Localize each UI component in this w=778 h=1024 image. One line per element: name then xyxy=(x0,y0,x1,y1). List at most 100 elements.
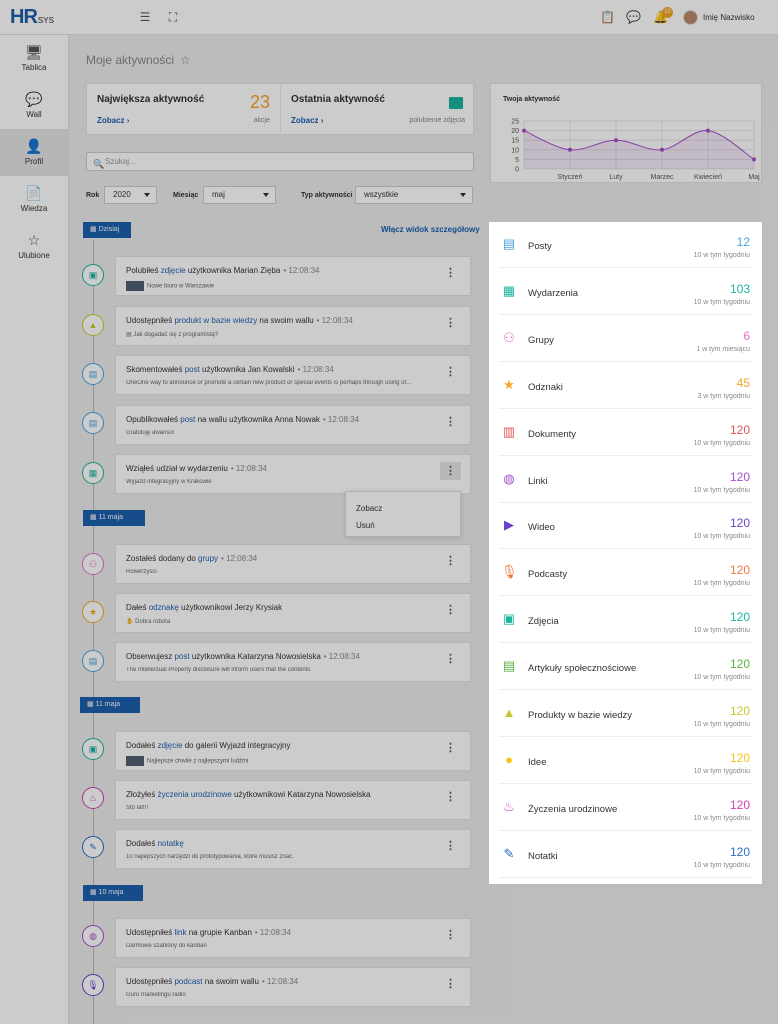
more-options-icon[interactable]: ⋮ xyxy=(440,462,461,480)
search-input[interactable]: 🔍 Szukaj... xyxy=(86,152,474,171)
star-icon: ☆ xyxy=(27,232,41,248)
activity-link[interactable]: grupy xyxy=(198,554,219,563)
activity-card: Złożyłeś życzenia urodzinowe użytkowniko… xyxy=(115,780,471,820)
activity-link[interactable]: notatkę xyxy=(157,839,184,848)
fullscreen-icon[interactable]: ⛶ xyxy=(168,10,178,24)
last-activity-link[interactable]: Zobacz › xyxy=(291,116,323,125)
category-row[interactable]: ✎ Notatki 120 10 w tym tygodniu xyxy=(489,832,762,878)
activity-subtext: Dobra robota xyxy=(135,619,171,625)
category-row[interactable]: ▤ Posty 12 10 w tym tygodniu xyxy=(489,222,762,268)
thumbs-up-icon: ✋ xyxy=(126,619,134,625)
photo-thumbnail xyxy=(126,281,144,291)
category-label: Wydarzenia xyxy=(528,287,579,299)
sidebar-item-profil[interactable]: 👤 Profil xyxy=(0,129,68,176)
app-logo[interactable]: HRSYS xyxy=(10,6,54,29)
more-options-icon[interactable]: ⋮ xyxy=(445,929,456,941)
date-chip: ▦ Dzisiaj xyxy=(83,222,131,238)
activity-link[interactable]: podcast xyxy=(174,977,203,986)
sidebar-item-tablica[interactable]: 🖥 Tablica xyxy=(0,35,68,82)
more-options-icon[interactable]: ⋮ xyxy=(445,742,456,754)
category-row[interactable]: ▶ Wideo 120 10 w tym tygodniu xyxy=(489,503,762,550)
year-label: Rok xyxy=(86,192,100,199)
sidebar-item-wiedza[interactable]: 📄 Wiedza xyxy=(0,176,68,223)
more-options-icon[interactable]: ⋮ xyxy=(445,791,456,803)
more-options-icon[interactable]: ⋮ xyxy=(445,653,456,665)
favorite-star-icon[interactable]: ☆ xyxy=(180,53,191,67)
activity-text: Dodałeś xyxy=(126,741,158,750)
row-divider xyxy=(499,407,752,409)
category-label: Grupy xyxy=(528,334,554,346)
more-options-icon[interactable]: ⋮ xyxy=(445,840,456,852)
category-row[interactable]: ♨ Życzenia urodzinowe 120 10 w tym tygodniu xyxy=(489,785,762,831)
more-options-icon[interactable]: ⋮ xyxy=(445,978,456,990)
more-options-icon[interactable]: ⋮ xyxy=(445,604,456,616)
category-period-count: 10 w tym tygodniu xyxy=(693,439,750,447)
category-row[interactable]: ▲ Produkty w bazie wiedzy 120 10 w tym tygo… xyxy=(489,691,762,737)
category-period-count: 10 w tym tygodniu xyxy=(693,533,750,541)
series-area xyxy=(524,130,754,169)
context-menu-item-view[interactable]: Zobacz xyxy=(356,504,383,513)
avatar[interactable] xyxy=(683,10,698,25)
activity-link[interactable]: post xyxy=(180,415,196,424)
activity-link[interactable]: link xyxy=(174,928,187,937)
activity-link[interactable]: zdjęcie xyxy=(157,741,183,750)
activity-subtext: Sto lat!!! xyxy=(126,805,149,811)
context-menu-item-delete[interactable]: Usuń xyxy=(356,521,375,530)
stat-value: 23 xyxy=(249,92,270,112)
category-row[interactable]: ★ Odznaki 45 3 w tym tygodniu xyxy=(489,363,762,409)
activity-link[interactable]: odznakę xyxy=(148,603,179,612)
sidebar-item-ulubione[interactable]: ☆ Ulubione xyxy=(0,223,68,270)
month-select[interactable]: maj xyxy=(203,186,276,204)
category-row[interactable]: ▤ Artykuły społecznościowe 120 10 w tym tyg… xyxy=(489,644,762,691)
message-icon[interactable]: 💬 xyxy=(626,10,641,24)
detail-view-toggle[interactable]: Włącz widok szczegółowy xyxy=(381,225,480,234)
image-icon xyxy=(449,97,463,109)
activity-link[interactable]: zdjęcie xyxy=(160,266,186,275)
year-select[interactable]: 2020 xyxy=(104,186,157,204)
category-row[interactable]: ▥ Dokumenty 120 10 w tym tygodniu xyxy=(489,410,762,456)
date-label: 10 maja xyxy=(98,889,124,896)
category-label: Zdjęcia xyxy=(528,616,559,628)
more-options-icon[interactable]: ⋮ xyxy=(445,555,456,567)
shapes-icon: ▲ xyxy=(82,314,104,336)
category-row[interactable]: ▦ Wydarzenia 103 10 w tym tygodniu xyxy=(489,269,762,315)
more-options-icon[interactable]: ⋮ xyxy=(445,366,456,378)
type-label: Typ aktywności xyxy=(301,192,353,199)
sidebar-item-label: Tablica xyxy=(21,63,47,72)
user-name[interactable]: Imię Nazwisko xyxy=(703,13,755,22)
activity-subtext: The Intellectual Property disclosure wil… xyxy=(126,667,311,673)
data-point xyxy=(614,138,618,143)
more-options-icon[interactable]: ⋮ xyxy=(445,267,456,279)
category-row[interactable]: 🎙 Podcasty 120 10 w tym tygodniu xyxy=(489,550,762,597)
activity-link[interactable]: produkt w bazie wiedzy xyxy=(174,316,258,325)
activity-time: • 12:08:34 xyxy=(221,554,258,563)
activity-time-value: 12:08:34 xyxy=(226,554,258,563)
more-options-icon[interactable]: ⋮ xyxy=(445,416,456,428)
row-divider xyxy=(499,876,752,878)
biggest-activity-link[interactable]: Zobacz › xyxy=(97,116,129,125)
activity-link[interactable]: post xyxy=(184,365,200,374)
more-options-icon[interactable]: ⋮ xyxy=(445,317,456,329)
activity-link[interactable]: post xyxy=(174,652,190,661)
chat-icon: 💬 xyxy=(25,91,43,107)
sidebar-item-wall[interactable]: 💬 Wall xyxy=(0,82,68,129)
month-label: Miesiąc xyxy=(173,192,199,199)
category-label: Wideo xyxy=(528,522,555,534)
category-row[interactable]: ▣ Zdjęcia 120 10 w tym tygodniu xyxy=(489,597,762,644)
shapes-icon: ▲ xyxy=(502,705,516,720)
activity-text: Złożyłeś xyxy=(126,790,158,799)
image-icon: ▣ xyxy=(82,264,104,286)
activity-link[interactable]: życzenia urodzinowe xyxy=(157,790,232,799)
category-label: Produkty w bazie wiedzy xyxy=(528,710,633,721)
type-select[interactable]: wszystkie xyxy=(355,186,473,204)
activity-text: Skomentowałeś xyxy=(126,365,185,374)
category-row[interactable]: ◍ Linki 120 10 w tym tygodniu xyxy=(489,457,762,503)
category-row[interactable]: ⚇ Grupy 6 1 w tym miesiącu xyxy=(489,316,762,362)
category-count: 120 xyxy=(729,844,750,859)
category-row[interactable]: ● Idee 120 10 w tym tygodniu xyxy=(489,738,762,784)
menu-icon[interactable]: ☰ xyxy=(139,10,151,24)
row-divider xyxy=(499,548,752,550)
calendar-icon: ▦ xyxy=(90,226,97,233)
activity-time: • 12:08:34 xyxy=(323,652,360,661)
clipboard-icon[interactable]: 📋 xyxy=(600,10,615,24)
